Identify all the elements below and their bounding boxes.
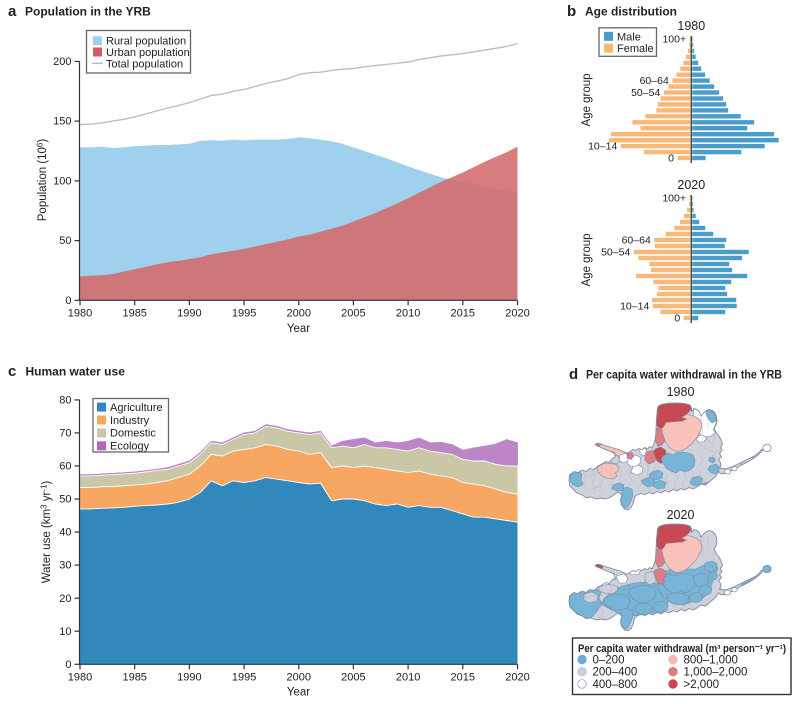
svg-text:200: 200 — [53, 56, 71, 68]
svg-text:0: 0 — [65, 659, 71, 671]
svg-text:200–400: 200–400 — [593, 667, 638, 679]
svg-text:100+: 100+ — [662, 193, 686, 205]
svg-text:2020: 2020 — [677, 178, 705, 192]
svg-text:Water use (km3 yr-1): Water use (km3 yr-1) — [40, 481, 54, 584]
svg-text:2005: 2005 — [341, 308, 365, 320]
svg-text:2015: 2015 — [451, 672, 475, 684]
svg-text:Year: Year — [287, 323, 310, 335]
svg-text:d: d — [569, 366, 578, 383]
svg-text:Industry: Industry — [110, 415, 150, 427]
svg-text:70: 70 — [59, 428, 71, 440]
svg-text:2020: 2020 — [667, 508, 695, 522]
svg-text:50: 50 — [59, 235, 71, 247]
svg-text:Agriculture: Agriculture — [110, 402, 163, 414]
svg-text:1990: 1990 — [177, 308, 201, 320]
svg-text:1980: 1980 — [677, 19, 705, 33]
svg-text:Population (106): Population (106) — [36, 139, 50, 222]
svg-text:Human water use: Human water use — [26, 365, 126, 379]
svg-text:2000: 2000 — [287, 672, 311, 684]
svg-text:1995: 1995 — [232, 672, 256, 684]
svg-text:Rural population: Rural population — [106, 36, 186, 48]
svg-text:150: 150 — [53, 116, 71, 128]
svg-text:50–54: 50–54 — [601, 247, 630, 259]
svg-text:Age group: Age group — [581, 233, 593, 286]
svg-text:0: 0 — [668, 153, 674, 165]
svg-text:1985: 1985 — [122, 308, 146, 320]
svg-text:Female: Female — [617, 43, 654, 55]
svg-text:30: 30 — [59, 560, 71, 572]
svg-text:2020: 2020 — [505, 672, 529, 684]
svg-text:Age group: Age group — [581, 73, 593, 126]
svg-text:2020: 2020 — [505, 308, 529, 320]
svg-text:0: 0 — [674, 313, 680, 325]
svg-text:10: 10 — [59, 626, 71, 638]
svg-text:400–800: 400–800 — [593, 679, 638, 691]
svg-text:1980: 1980 — [68, 308, 92, 320]
svg-text:Population in the YRB: Population in the YRB — [25, 5, 151, 19]
svg-text:10–14: 10–14 — [620, 301, 649, 313]
svg-text:Ecology: Ecology — [110, 441, 150, 453]
svg-text:a: a — [8, 3, 17, 20]
svg-text:0–200: 0–200 — [593, 655, 625, 667]
svg-text:50–54: 50–54 — [631, 87, 660, 99]
svg-text:Male: Male — [617, 31, 641, 43]
svg-text:Per capita water withdrawal (m: Per capita water withdrawal (m³ person⁻¹… — [578, 643, 786, 655]
svg-text:Per capita water withdrawal in: Per capita water withdrawal in the YRB — [586, 368, 782, 382]
svg-text:100: 100 — [53, 176, 71, 188]
svg-text:40: 40 — [59, 527, 71, 539]
svg-text:0: 0 — [65, 295, 71, 307]
svg-text:1985: 1985 — [122, 672, 146, 684]
svg-text:1990: 1990 — [177, 672, 201, 684]
svg-text:1980: 1980 — [667, 385, 695, 399]
svg-text:800–1,000: 800–1,000 — [684, 655, 738, 667]
svg-text:2005: 2005 — [341, 672, 365, 684]
svg-text:Year: Year — [287, 687, 310, 699]
svg-text:80: 80 — [59, 395, 71, 407]
svg-text:2015: 2015 — [451, 308, 475, 320]
svg-text:Age distribution: Age distribution — [585, 5, 677, 19]
svg-text:>2,000: >2,000 — [684, 679, 720, 691]
svg-text:20: 20 — [59, 593, 71, 605]
svg-text:50: 50 — [59, 494, 71, 506]
svg-text:2010: 2010 — [396, 672, 420, 684]
svg-text:60–64: 60–64 — [622, 235, 651, 247]
svg-text:60: 60 — [59, 461, 71, 473]
svg-text:1,000–2,000: 1,000–2,000 — [684, 667, 748, 679]
svg-text:b: b — [567, 3, 576, 20]
svg-text:1995: 1995 — [232, 308, 256, 320]
svg-text:Domestic: Domestic — [110, 428, 156, 440]
svg-text:60–64: 60–64 — [640, 75, 669, 87]
svg-text:2010: 2010 — [396, 308, 420, 320]
svg-text:10–14: 10–14 — [588, 141, 617, 153]
svg-text:c: c — [8, 363, 16, 380]
svg-text:100+: 100+ — [662, 34, 686, 46]
svg-text:2000: 2000 — [287, 308, 311, 320]
svg-text:1980: 1980 — [68, 672, 92, 684]
svg-text:Total population: Total population — [106, 58, 183, 70]
svg-text:Urban population: Urban population — [106, 47, 190, 59]
